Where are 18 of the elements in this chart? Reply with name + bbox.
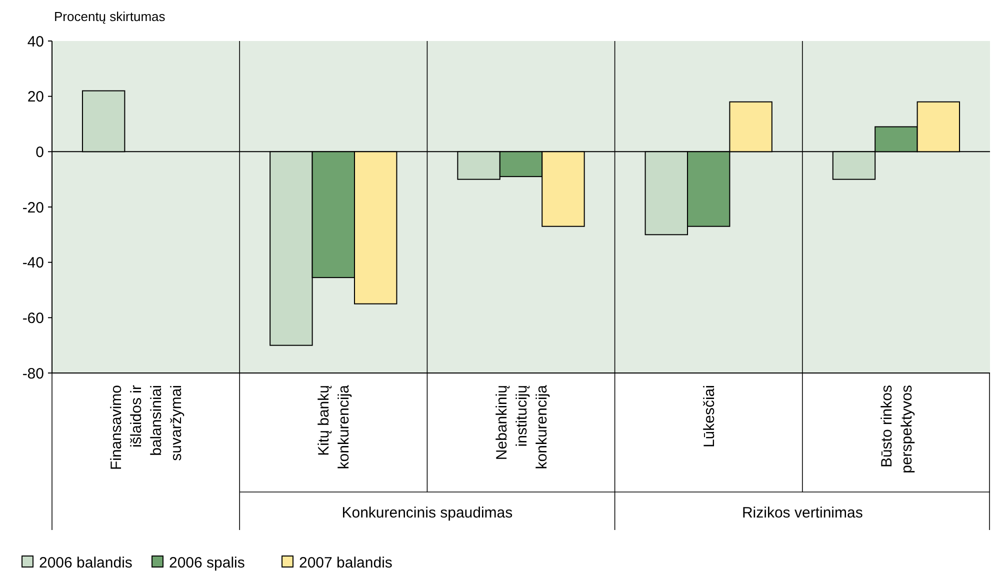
y-axis-title: Procentų skirtumas: [54, 9, 166, 24]
y-tick-label: 40: [27, 33, 44, 50]
y-tick-label: 20: [27, 88, 44, 106]
text: Rizikos vertinimas: [742, 504, 863, 522]
y-tick-label: -80: [22, 365, 44, 382]
y-tick-label: -20: [22, 199, 44, 216]
legend-label: 2006 spalis: [169, 554, 245, 572]
x-tick-label: Lūkesčiai: [700, 385, 718, 448]
legend-label: 2007 balandis: [299, 554, 392, 572]
y-tick-label: 0: [36, 144, 44, 161]
x-tick-label: Būsto rinkos perspektyvos: [878, 385, 916, 474]
text: Konkurencinis spaudimas: [342, 504, 513, 522]
y-tick-label: -40: [22, 254, 44, 272]
x-tick-label: Finansavimo išlaidos ir balansiniai suvaržymai: [108, 385, 186, 470]
y-tick-label: -60: [22, 310, 44, 327]
x-tick-label: Kitų bankų konkurencija: [316, 384, 353, 470]
x-tick-label: Nebankinių institucijų konkurencija: [493, 384, 550, 470]
legend-label: 2006 balandis: [39, 554, 132, 572]
